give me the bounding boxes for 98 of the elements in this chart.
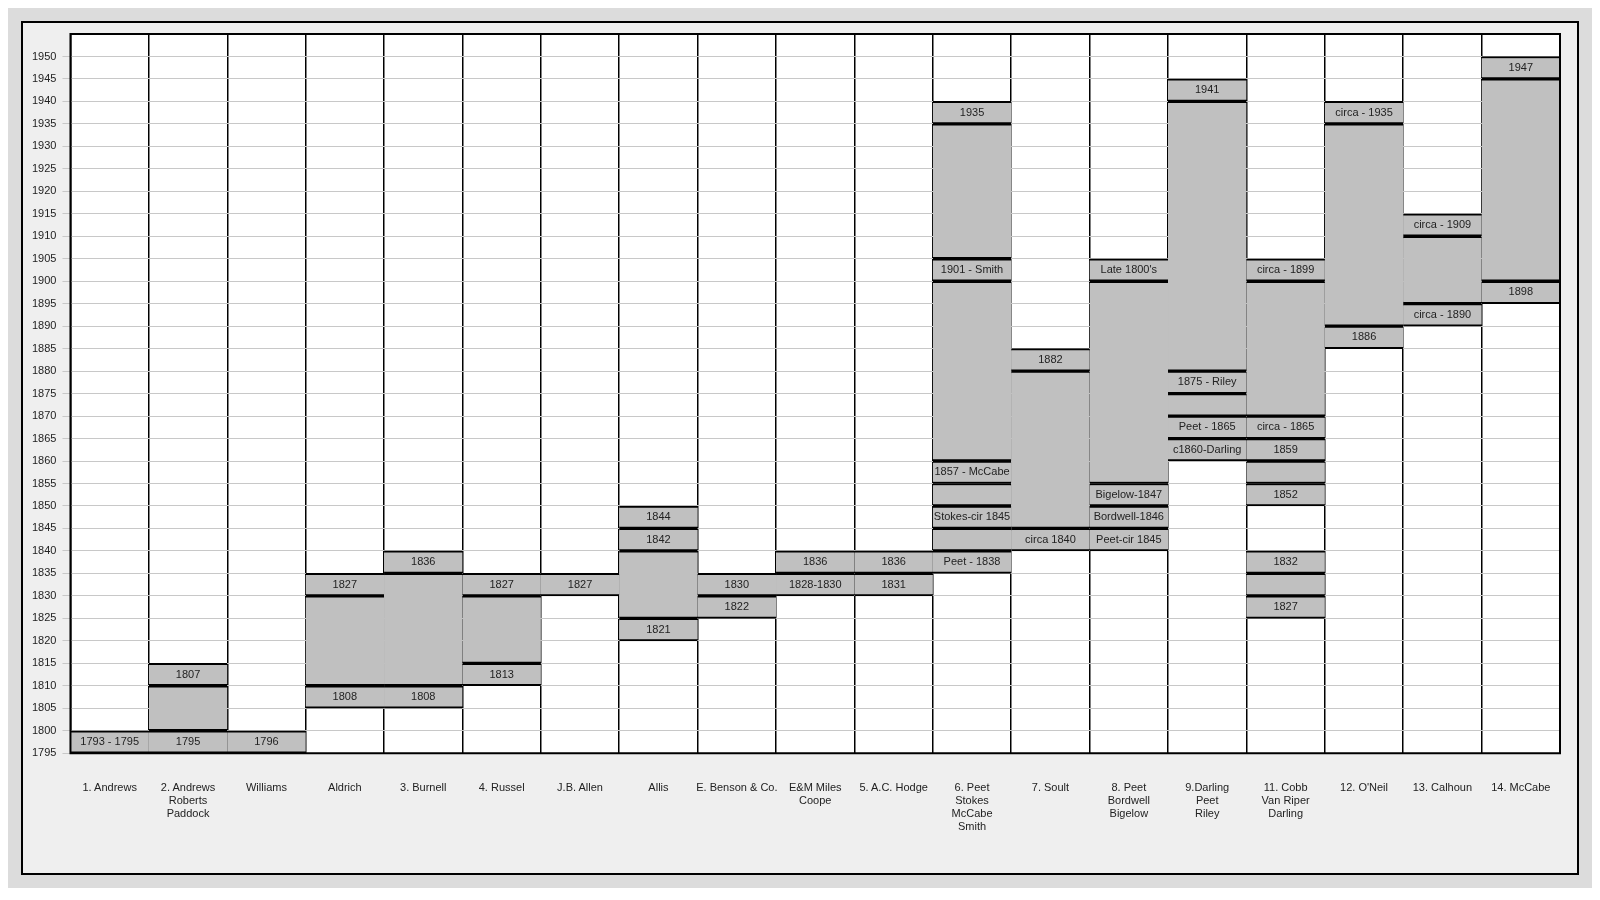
annotation: c1860-Darling xyxy=(1172,442,1242,455)
annotation: 1808 xyxy=(332,690,358,703)
annotation: Peet - 1865 xyxy=(1178,420,1236,433)
y-tick-label: 1860 xyxy=(31,454,57,467)
y-tick-label: 1950 xyxy=(31,49,57,62)
annotation: circa 1840 xyxy=(1025,532,1076,545)
x-tick-label: Williams xyxy=(245,780,288,793)
y-tick-label: 1825 xyxy=(31,611,57,624)
annotation: 1857 - McCabe xyxy=(934,465,1010,478)
y-tick-label: 1885 xyxy=(31,341,57,354)
y-tick-label: 1880 xyxy=(31,364,57,377)
annotation: 1935 xyxy=(959,105,985,118)
x-tick-label: 11. Cobb Van Riper Darling xyxy=(1261,780,1310,820)
annotation: 1886 xyxy=(1351,330,1377,343)
y-tick-label: 1945 xyxy=(31,71,57,84)
annotation: 1807 xyxy=(175,667,201,680)
y-tick-label: 1875 xyxy=(31,386,57,399)
y-tick-label: 1815 xyxy=(31,656,57,669)
annotation: Bordwell-1846 xyxy=(1093,510,1164,523)
y-tick-label: 1930 xyxy=(31,139,57,152)
y-tick-label: 1820 xyxy=(31,633,57,646)
y-tick-label: 1835 xyxy=(31,566,57,579)
annotation: 1875 - Riley xyxy=(1177,375,1238,388)
x-tick-label: 3. Burnell xyxy=(400,780,447,793)
annotation: circa - 1865 xyxy=(1256,420,1315,433)
annotation: Late 1800's xyxy=(1100,263,1158,276)
y-tick-label: 1900 xyxy=(31,274,57,287)
annotation: 1795 xyxy=(175,734,201,747)
y-tick-label: 1845 xyxy=(31,521,57,534)
y-tick-label: 1915 xyxy=(31,206,57,219)
y-tick-label: 1840 xyxy=(31,543,57,556)
x-tick-label: 6. Peet Stokes McCabe Smith xyxy=(951,780,993,833)
annotation: 1808 xyxy=(411,690,436,703)
x-tick-label: J.B. Allen xyxy=(557,780,603,793)
annotation: 1836 xyxy=(411,555,436,568)
annotation: 1859 xyxy=(1273,442,1298,455)
annotation: 1901 - Smith xyxy=(940,263,1004,276)
y-tick-label: 1850 xyxy=(31,499,57,512)
annotation: 1830 xyxy=(724,577,750,590)
annotation: 1836 xyxy=(802,555,828,568)
x-tick-label: 5. A.C. Hodge xyxy=(859,780,928,793)
annotation: 1852 xyxy=(1273,487,1298,500)
y-tick-label: 1810 xyxy=(31,678,57,691)
annotation: 1793 - 1795 xyxy=(80,734,140,747)
x-tick-label: 9.Darling Peet Riley xyxy=(1185,780,1230,820)
y-tick-label: 1940 xyxy=(31,94,57,107)
y-tick-label: 1865 xyxy=(31,431,57,444)
annotation: Stokes-cir 1845 xyxy=(933,510,1011,523)
annotation: 1842 xyxy=(646,532,671,545)
x-tick-label: E. Benson & Co. xyxy=(696,780,778,793)
x-tick-label: 8. Peet Bordwell Bigelow xyxy=(1107,780,1150,820)
annotation: circa - 1935 xyxy=(1335,105,1393,118)
annotation: 1882 xyxy=(1038,352,1063,365)
annotation: 1827 xyxy=(1273,600,1298,613)
y-tick-label: 1855 xyxy=(31,476,57,489)
x-tick-label: 14. McCabe xyxy=(1491,780,1551,793)
annotation: 1828-1830 xyxy=(788,577,842,590)
annotation: circa - 1899 xyxy=(1256,263,1315,276)
annotation: 1827 xyxy=(489,577,514,590)
y-tick-label: 1830 xyxy=(31,588,57,601)
annotation: Bigelow-1847 xyxy=(1095,487,1163,500)
y-tick-label: 1795 xyxy=(31,746,57,759)
annotation: 1832 xyxy=(1273,555,1298,568)
annotation: 1898 xyxy=(1508,285,1534,298)
x-tick-label: 13. Calhoun xyxy=(1412,780,1473,793)
annotation: circa - 1909 xyxy=(1413,218,1472,231)
y-tick-label: 1935 xyxy=(31,116,57,129)
annotation: 1844 xyxy=(646,510,671,523)
annotation: 1796 xyxy=(254,734,279,747)
y-tick-label: 1910 xyxy=(31,229,57,242)
x-tick-label: 12. O'Neil xyxy=(1340,780,1388,793)
x-tick-label: 4. Russel xyxy=(478,780,525,793)
x-tick-label: 2. Andrews Roberts Paddock xyxy=(160,780,216,820)
annotation: 1821 xyxy=(646,622,671,635)
annotation: 1813 xyxy=(489,667,514,680)
annotation: 1822 xyxy=(724,600,750,613)
y-tick-label: 1905 xyxy=(31,251,57,264)
x-tick-label: 7. Soult xyxy=(1031,780,1070,793)
annotation: 1836 xyxy=(881,555,906,568)
y-tick-label: 1890 xyxy=(31,319,57,332)
y-tick-label: 1805 xyxy=(31,701,57,714)
annotation: circa - 1890 xyxy=(1413,307,1472,320)
annotation: 1827 xyxy=(567,577,593,590)
x-tick-label: Allis xyxy=(648,780,670,793)
y-tick-label: 1925 xyxy=(31,161,57,174)
y-tick-label: 1895 xyxy=(31,296,57,309)
y-tick-label: 1920 xyxy=(31,184,57,197)
y-tick-label: 1800 xyxy=(31,723,57,736)
x-tick-label: E&M Miles Coope xyxy=(788,780,843,807)
annotation: 1827 xyxy=(332,577,358,590)
y-tick-label: 1870 xyxy=(31,409,57,422)
annotation: 1831 xyxy=(881,577,906,590)
x-tick-label: Aldrich xyxy=(328,780,362,793)
annotation: Peet - 1838 xyxy=(943,555,1001,568)
annotation: Peet-cir 1845 xyxy=(1096,532,1162,545)
annotation: 1941 xyxy=(1194,83,1220,96)
x-tick-label: 1. Andrews xyxy=(82,780,138,793)
annotation: 1947 xyxy=(1508,60,1534,73)
